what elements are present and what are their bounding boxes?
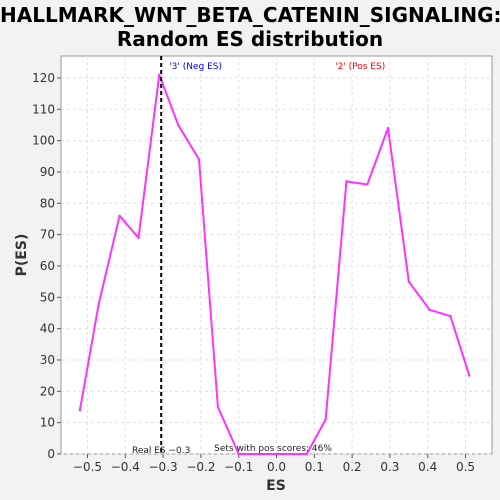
y-tick-label: 30 xyxy=(40,353,55,367)
chart-title-line-1: HALLMARK_WNT_BETA_CATENIN_SIGNALING: xyxy=(0,3,500,27)
neg-es-label: '3' (Neg ES) xyxy=(169,62,222,72)
y-tick-label: 120 xyxy=(32,71,55,85)
data-point xyxy=(177,123,180,127)
data-point xyxy=(78,408,82,412)
data-point xyxy=(366,183,369,186)
y-axis-title: P(ES) xyxy=(14,234,30,277)
y-tick-label: 90 xyxy=(40,165,55,179)
series-layer xyxy=(78,56,471,456)
x-tick-label: −0.2 xyxy=(186,460,215,474)
y-tick-label: 70 xyxy=(40,228,55,242)
real-es-label: Real ES −0.3 xyxy=(132,446,190,456)
x-tick-label: 0.3 xyxy=(380,460,399,474)
x-tick-label: −0.1 xyxy=(224,460,253,474)
data-point xyxy=(197,158,201,161)
data-point xyxy=(297,452,301,456)
data-point xyxy=(237,452,240,456)
y-tick-label: 20 xyxy=(40,384,55,398)
data-point xyxy=(407,280,411,283)
chart-title-line-2: Random ES distribution xyxy=(116,27,384,51)
annotations: '3' (Neg ES) '2' (Pos ES) Real ES −0.3 Sets… xyxy=(132,62,385,456)
y-tick-label: 40 xyxy=(40,322,55,336)
data-point xyxy=(449,314,452,318)
y-tick-label: 10 xyxy=(40,416,55,430)
data-point xyxy=(345,180,348,183)
data-point xyxy=(305,452,308,456)
x-axis-title: ES xyxy=(266,478,286,494)
x-tick-label: 0.1 xyxy=(305,460,324,474)
data-point xyxy=(277,452,280,456)
y-tick-label: 110 xyxy=(32,102,55,116)
pos-scores-label: Sets with pos scores: 46% xyxy=(214,444,332,454)
y-tick-label: 80 xyxy=(40,196,55,210)
data-point xyxy=(468,374,471,377)
y-tick-label: 100 xyxy=(32,134,55,148)
y-tick-label: 0 xyxy=(47,447,55,461)
x-tick-label: −0.4 xyxy=(111,460,140,474)
data-point xyxy=(258,452,261,456)
x-tick-label: 0.4 xyxy=(418,460,437,474)
axes: −0.5 −0.4 −0.3 −0.2 −0.1 0.0 0.1 0.2 0.3 0.4 0.5 0 1… xyxy=(32,71,475,474)
x-tick-label: 0.5 xyxy=(456,460,475,474)
x-tick-label: −0.3 xyxy=(149,460,178,474)
data-point xyxy=(386,126,390,130)
grid-lines xyxy=(61,56,492,455)
x-tick-label: 0.0 xyxy=(267,460,286,474)
pos-es-label: '2' (Pos ES) xyxy=(335,62,385,72)
data-point xyxy=(428,308,431,312)
data-point xyxy=(158,73,161,77)
y-tick-label: 60 xyxy=(40,259,55,273)
data-point xyxy=(118,214,121,218)
data-point xyxy=(137,236,140,239)
data-point xyxy=(324,418,327,421)
x-tick-label: −0.5 xyxy=(73,460,102,474)
x-tick-label: 0.2 xyxy=(343,460,362,474)
y-tick-label: 50 xyxy=(40,290,55,304)
data-point xyxy=(97,302,101,305)
data-point xyxy=(216,405,220,409)
